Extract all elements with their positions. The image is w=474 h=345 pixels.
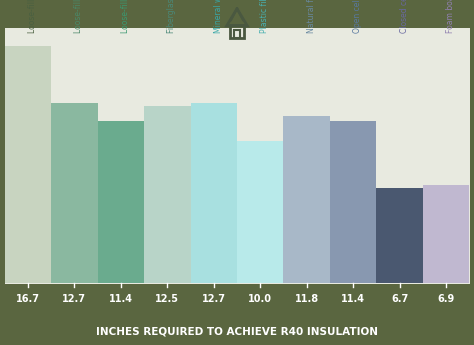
- Bar: [230, 25, 244, 38]
- Bar: [144, 106, 191, 283]
- Text: Natural fiber batt: Natural fiber batt: [307, 0, 316, 33]
- Text: 6.9: 6.9: [438, 294, 455, 304]
- Text: 11.4: 11.4: [109, 294, 133, 304]
- Bar: [191, 103, 237, 283]
- Text: Closed cell polyurethane spray foam: Closed cell polyurethane spray foam: [400, 0, 409, 33]
- Text: 6.7: 6.7: [391, 294, 408, 304]
- Text: INCHES REQUIRED TO ACHIEVE R40 INSULATION: INCHES REQUIRED TO ACHIEVE R40 INSULATIO…: [96, 326, 378, 336]
- Bar: [330, 121, 376, 283]
- Text: Loose-fill cellulose: Loose-fill cellulose: [121, 0, 130, 33]
- Text: Open cell polyurethane spray foam: Open cell polyurethane spray foam: [353, 0, 362, 33]
- Bar: [234, 30, 240, 38]
- Text: 11.8: 11.8: [295, 294, 319, 304]
- Text: Foam boards: Foam boards: [446, 0, 455, 33]
- Bar: [98, 121, 144, 283]
- Text: Plastic fiber batt: Plastic fiber batt: [260, 0, 269, 33]
- Bar: [283, 116, 330, 283]
- Text: 12.5: 12.5: [155, 294, 179, 304]
- Text: Fiberglass batt: Fiberglass batt: [167, 0, 176, 33]
- Bar: [376, 188, 423, 283]
- Bar: [237, 141, 283, 283]
- Text: 10.0: 10.0: [248, 294, 272, 304]
- Text: 12.7: 12.7: [202, 294, 226, 304]
- Text: 12.7: 12.7: [63, 294, 86, 304]
- Bar: [5, 46, 51, 283]
- Text: Loose-fill fiberglass: Loose-fill fiberglass: [28, 0, 37, 33]
- Bar: [423, 185, 469, 283]
- Text: Mineral wool batt: Mineral wool batt: [214, 0, 223, 33]
- Bar: [51, 103, 98, 283]
- Text: 11.4: 11.4: [341, 294, 365, 304]
- Text: 16.7: 16.7: [16, 294, 40, 304]
- Text: Loose-fill mineral wool: Loose-fill mineral wool: [74, 0, 83, 33]
